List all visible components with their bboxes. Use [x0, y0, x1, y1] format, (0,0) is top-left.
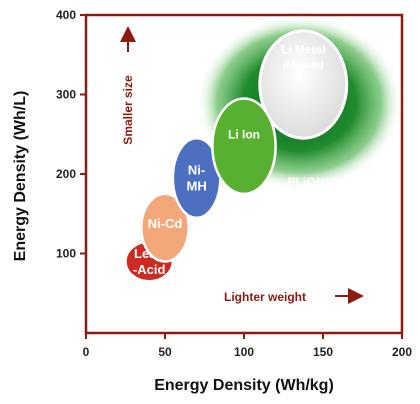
bubble-label-ni-cd: Ni-Cd [148, 216, 183, 231]
x-tick-label: 0 [83, 345, 90, 359]
annotation-smaller-size: Smaller size [121, 75, 135, 145]
y-axis-title: Energy Density (Wh/L) [12, 91, 29, 262]
bubble-label-plion: PLiON™ [288, 175, 337, 189]
bubble-li-metal [258, 29, 349, 140]
bubble-label-ni-mh: MH [186, 179, 206, 194]
y-tick-label: 300 [56, 88, 76, 102]
y-tick-label: 200 [56, 167, 76, 181]
ticks-layer: 0 50 100 150 200 100 200 300 400 [56, 8, 412, 359]
y-tick-label: 400 [56, 8, 76, 22]
x-tick-label: 200 [392, 345, 412, 359]
bubble-ni-cd [140, 192, 190, 263]
x-tick-label: 50 [158, 345, 172, 359]
bubble-label-li-metal: Li Metal [281, 42, 326, 56]
bubble-label-li-metal: (Unsafe) [283, 60, 324, 71]
x-axis-title: Energy Density (Wh/kg) [154, 377, 334, 394]
x-tick-label: 150 [313, 345, 333, 359]
bubble-li-ion [211, 97, 277, 196]
bubble-label-li-ion: Li Ion [228, 127, 260, 141]
x-tick-label: 100 [234, 345, 254, 359]
bubble-label-ni-mh: Ni- [188, 163, 205, 178]
y-tick-label: 100 [56, 247, 76, 261]
bubble-label-lead-acid: -Acid [133, 262, 166, 277]
annotation-lighter-weight: Lighter weight [224, 290, 306, 304]
